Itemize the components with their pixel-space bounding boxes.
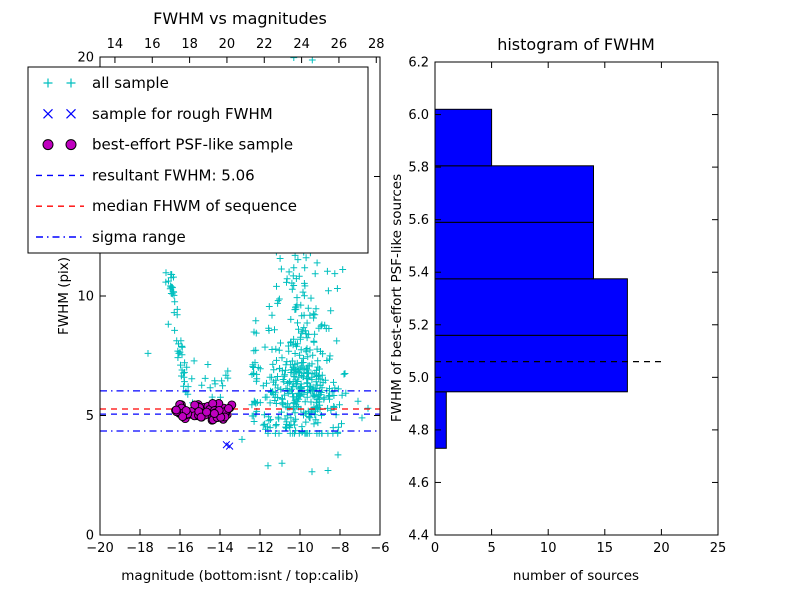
legend-label: sigma range: [92, 228, 186, 246]
x-tick-label: 20: [653, 541, 670, 556]
x-tick-label: −20: [86, 541, 113, 556]
top-x-tick-label: 22: [256, 37, 273, 52]
top-x-tick-label: 16: [144, 37, 161, 52]
histogram-bar: [435, 334, 628, 393]
legend-label: sample for rough FWHM: [92, 105, 273, 123]
histogram-ylabel: FWHM of best-effort PSF-like sources: [389, 174, 405, 422]
y-tick-label: 5.4: [408, 266, 429, 281]
legend-label: best-effort PSF-like sample: [92, 136, 293, 154]
x-tick-label: 15: [597, 541, 614, 556]
x-tick-label: 10: [540, 541, 557, 556]
y-tick-label: 10: [77, 290, 94, 305]
scatter-plot-title: FWHM vs magnitudes: [153, 9, 327, 28]
y-tick-label: 5.8: [408, 161, 429, 176]
y-tick-label: 5.2: [408, 318, 429, 333]
x-tick-label: 5: [487, 541, 495, 556]
scatter-plot-xlabel: magnitude (bottom:isnt / top:calib): [121, 568, 358, 584]
scatter-point-circle: [196, 412, 206, 422]
top-x-tick-label: 14: [107, 37, 124, 52]
y-tick-label: 6.0: [408, 108, 429, 123]
top-x-tick-label: 20: [219, 37, 236, 52]
y-tick-label: 4.6: [408, 476, 429, 491]
histogram-title: histogram of FWHM: [497, 35, 655, 54]
histogram-bar: [435, 165, 594, 223]
y-tick-label: 0: [86, 529, 94, 544]
legend-box: [27, 66, 369, 254]
legend-label: median FHWM of sequence: [92, 197, 297, 215]
top-x-tick-label: 24: [293, 37, 310, 52]
y-tick-label: 6.2: [408, 56, 429, 71]
histogram-bar: [435, 108, 493, 167]
scatter-plot-content: [100, 57, 380, 476]
x-tick-label: −8: [330, 541, 349, 556]
histogram-bar: [435, 391, 447, 449]
legend: all sample sample for rough FWHM best-effo…: [27, 66, 369, 254]
histogram-content: [435, 108, 662, 449]
scatter-point-circle: [171, 405, 181, 415]
x-tick-label: −14: [206, 541, 233, 556]
histogram-bar: [435, 278, 628, 336]
y-tick-label: 5.0: [408, 371, 429, 386]
legend-label: resultant FWHM: 5.06: [92, 166, 255, 184]
y-tick-label: 20: [77, 51, 94, 66]
histogram-bar: [435, 221, 594, 280]
scatter-point-circle: [178, 412, 188, 422]
scatter-plot-ylabel: FWHM (pix): [56, 257, 72, 335]
x-tick-label: −16: [166, 541, 193, 556]
x-tick-label: −10: [286, 541, 313, 556]
y-tick-label: 5.6: [408, 213, 429, 228]
scatter-point-circle: [209, 409, 219, 418]
x-tick-label: −18: [126, 541, 153, 556]
y-tick-label: 5: [86, 409, 94, 424]
top-x-tick-label: 18: [181, 37, 198, 52]
histogram-axes: 0 5 10 15 20 25 4.4 4.6 4.8 5.0 5.2 5.4 5.6 5.8 6.0 6.2: [408, 56, 726, 557]
legend-x-marker: [43, 108, 53, 119]
legend-x-marker: [66, 108, 76, 119]
histogram-xlabel: number of sources: [513, 568, 639, 584]
top-x-tick-label: 26: [331, 37, 348, 52]
x-tick-label: 0: [431, 541, 439, 556]
y-tick-label: 4.8: [408, 423, 429, 438]
scatter-point-circle: [202, 407, 212, 417]
x-tick-label: −6: [370, 541, 389, 556]
histogram-axes-box: [434, 61, 719, 536]
scatter-point-circle: [224, 404, 233, 413]
legend-circle-marker: [42, 139, 54, 151]
y-tick-label: 4.4: [408, 529, 429, 544]
x-markers: [222, 440, 234, 450]
legend-plus-marker: [43, 78, 53, 88]
legend-label: all sample: [92, 74, 169, 92]
legend-circle-marker: [65, 139, 77, 151]
top-x-tick-label: 28: [368, 37, 385, 52]
x-tick-label: 25: [710, 541, 727, 556]
x-tick-label: −12: [246, 541, 273, 556]
legend-plus-marker: [66, 78, 76, 88]
